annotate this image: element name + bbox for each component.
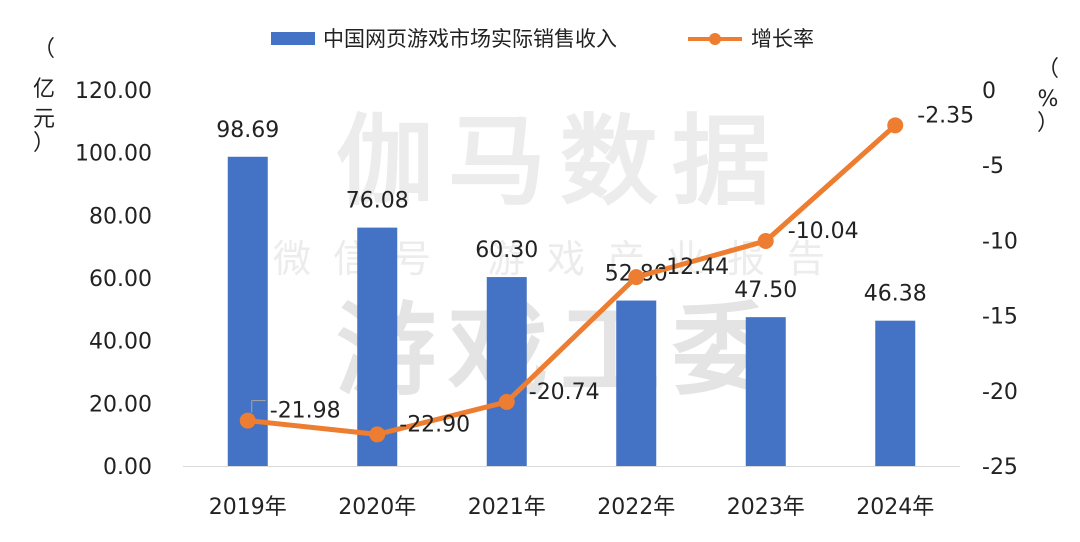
bar-2024年	[875, 320, 916, 466]
right-axis-unit: ）	[1037, 111, 1059, 136]
right-axis-unit: %	[1038, 87, 1059, 112]
x-axis: 2019年 2020年 2021年 2022年 2023年 2024年	[183, 466, 960, 520]
bar-value-label: 47.50	[734, 278, 797, 303]
growth-rate-point	[498, 393, 515, 410]
growth-rate-label: -10.04	[788, 219, 859, 244]
legend: 中国网页游戏市场实际销售收入 增长率	[271, 27, 814, 51]
growth-rate-line	[247, 123, 897, 437]
right-tick-label: -10	[982, 229, 1018, 254]
left-tick-label: 40.00	[89, 330, 152, 355]
line-series: -21.98 -22.90 -20.74 -12.44 -10.04 -2.35	[239, 103, 974, 443]
x-tick-label: 2022年	[597, 495, 675, 520]
bar-value-label: 60.30	[475, 238, 538, 263]
bar-value-label: 76.08	[346, 189, 409, 214]
legend-marker-line	[709, 33, 721, 45]
growth-rate-point	[628, 269, 645, 286]
right-tick-label: 0	[982, 79, 996, 104]
legend-swatch-bar	[271, 32, 315, 45]
left-tick-label: 60.00	[89, 267, 152, 292]
growth-rate-point	[887, 117, 904, 134]
right-axis: -25 -20 -15 -10 -5 0 （%）	[982, 57, 1059, 480]
growth-rate-point	[239, 412, 256, 429]
left-tick-label: 120.00	[75, 79, 152, 104]
legend-label-line: 增长率	[751, 27, 814, 51]
growth-rate-label: -22.90	[399, 412, 470, 437]
growth-rate-label: -20.74	[529, 380, 600, 405]
right-tick-label: -5	[982, 154, 1004, 179]
left-axis-unit: 元	[33, 107, 55, 132]
left-axis: 0.00 20.00 40.00 60.00 80.00 100.00 120.00 （ 亿元）	[33, 37, 152, 480]
growth-rate-point	[369, 426, 386, 443]
left-tick-label: 20.00	[89, 392, 152, 417]
x-tick-label: 2020年	[338, 495, 416, 520]
bar-2021年	[486, 277, 527, 466]
right-tick-label: -25	[982, 455, 1018, 480]
left-tick-label: 100.00	[75, 142, 152, 167]
left-axis-unit: 亿	[33, 77, 55, 102]
watermark: 伽马数据 微信号 游戏产业报告 游戏工委	[273, 105, 825, 409]
left-axis-unit: （	[33, 37, 55, 62]
left-tick-label: 0.00	[103, 455, 152, 480]
x-tick-label: 2021年	[468, 495, 546, 520]
growth-rate-label: -21.98	[270, 399, 341, 424]
growth-rate-label: -12.44	[658, 255, 729, 280]
x-tick-label: 2024年	[856, 495, 934, 520]
bar-2022年	[616, 300, 657, 466]
left-axis-unit: ）	[33, 131, 55, 156]
right-tick-label: -15	[982, 305, 1018, 330]
bar-2020年	[357, 227, 398, 466]
bar-value-label: 46.38	[864, 282, 927, 307]
left-tick-label: 80.00	[89, 204, 152, 229]
x-tick-label: 2023年	[727, 495, 805, 520]
watermark-brand: 伽马数据	[336, 105, 784, 219]
growth-rate-label: -2.35	[917, 103, 974, 128]
bar-2023年	[745, 317, 786, 466]
right-tick-label: -20	[982, 380, 1018, 405]
legend-label-bar: 中国网页游戏市场实际销售收入	[323, 27, 617, 51]
watermark-org: 游戏工委	[336, 292, 784, 409]
bar-value-label: 98.69	[216, 118, 279, 143]
right-axis-unit: （	[1037, 57, 1059, 82]
x-tick-label: 2019年	[209, 495, 287, 520]
growth-rate-point	[757, 233, 774, 250]
